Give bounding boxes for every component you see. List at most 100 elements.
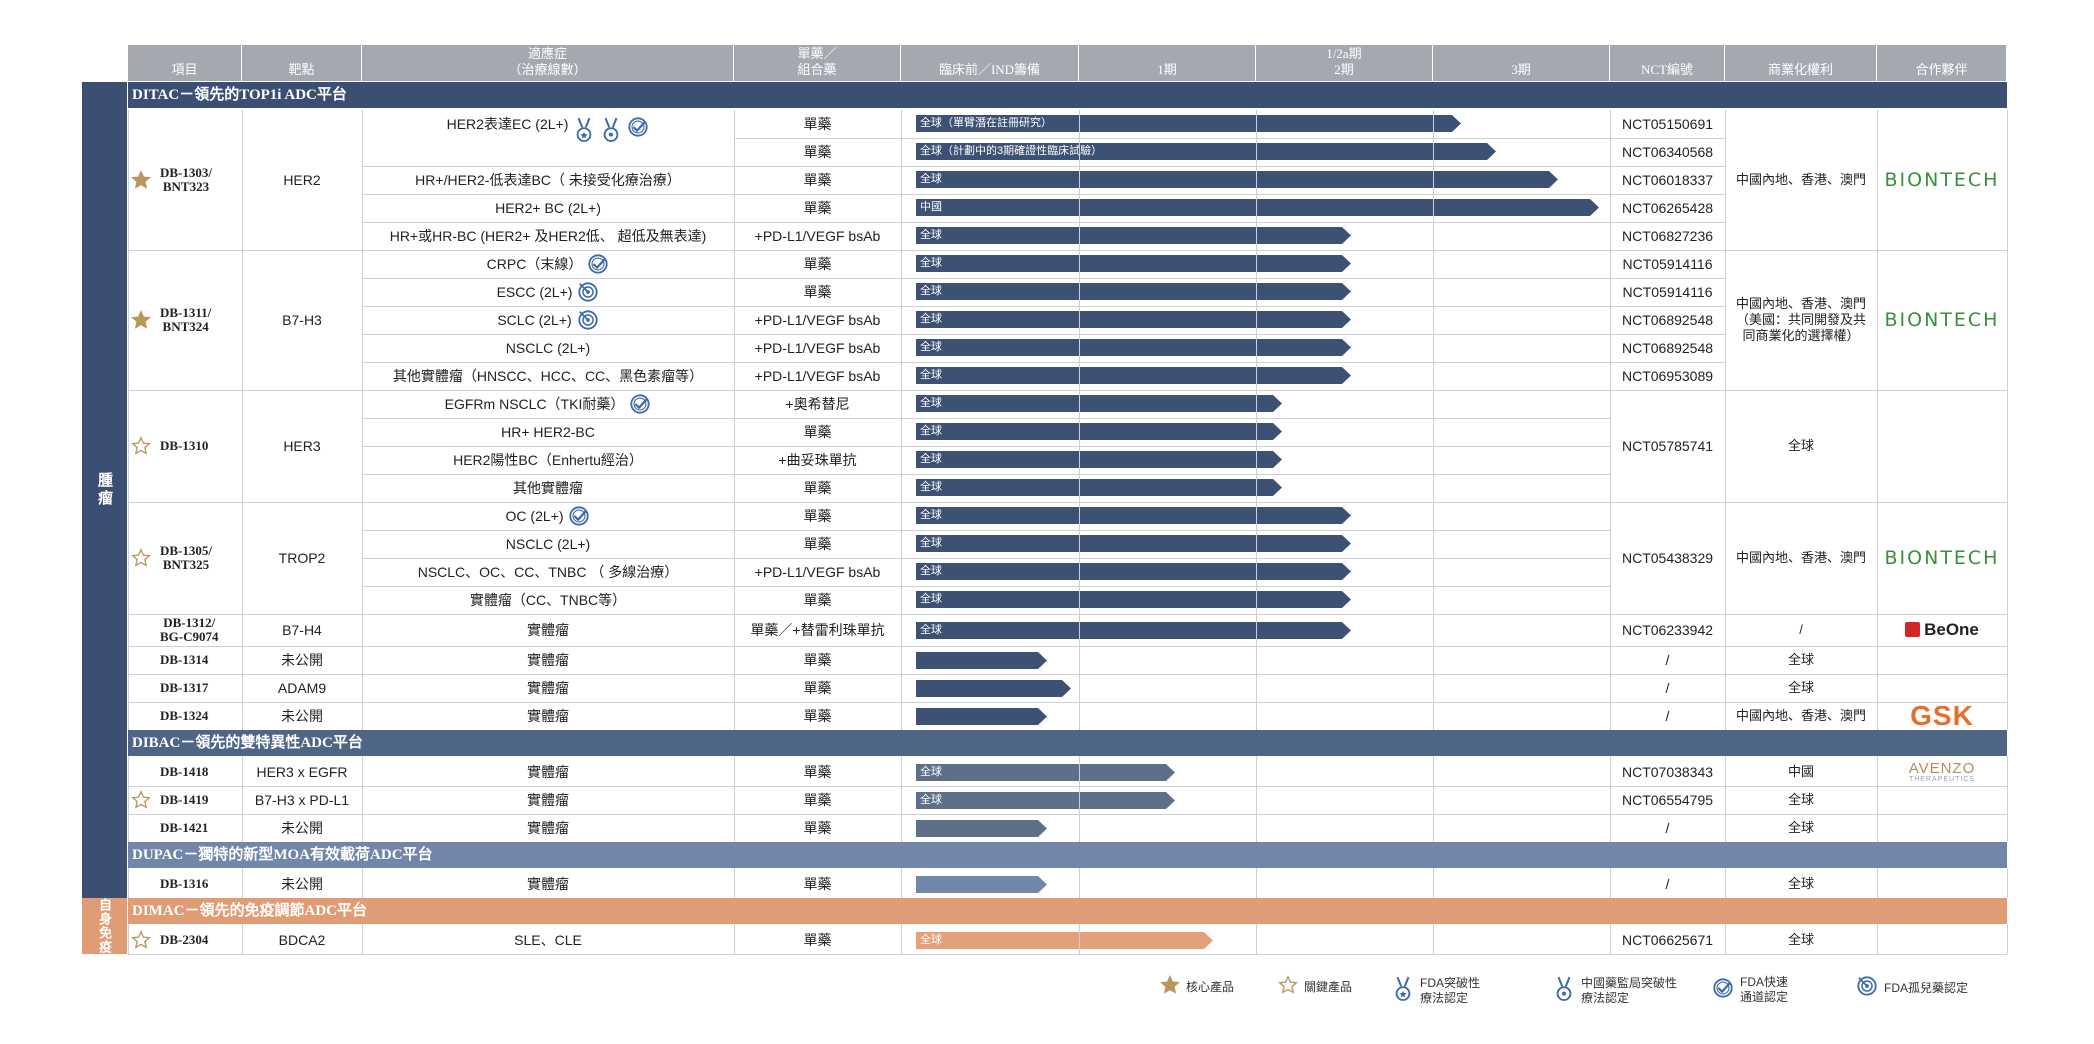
header-rights: 商業化權利 bbox=[1725, 45, 1877, 81]
grid-line bbox=[1610, 868, 1611, 898]
grid-line bbox=[362, 222, 734, 223]
grid-line bbox=[1610, 166, 1725, 167]
grid-line bbox=[128, 614, 2007, 615]
grid-line bbox=[734, 138, 1610, 139]
rights-cell: 全球 bbox=[1787, 652, 1814, 667]
nct-cell: NCT06340568 bbox=[1621, 144, 1714, 160]
beone-logo: BeOne bbox=[1877, 614, 2007, 646]
grid-line bbox=[1877, 868, 1878, 898]
nct-cell: NCT06265428 bbox=[1621, 200, 1714, 216]
grid-line bbox=[2007, 756, 2008, 842]
legend-label: 關鍵產品 bbox=[1304, 979, 1353, 994]
grid-line bbox=[1256, 868, 1257, 898]
mode-cell: 單藥 bbox=[803, 480, 832, 496]
product-name: DB-1316 bbox=[160, 876, 209, 891]
target-cell: ADAM9 bbox=[277, 680, 327, 696]
grid-line bbox=[362, 418, 734, 419]
indication-cell: 實體瘤 bbox=[527, 764, 569, 780]
indication-text: HER2+ BC (2L+) bbox=[495, 200, 601, 216]
trial-progress-bar: 全球 bbox=[916, 591, 1351, 608]
indication-text: 實體瘤（CC、TNBC等） bbox=[469, 592, 627, 608]
grid-line bbox=[1433, 756, 1434, 842]
nmpa-breakthrough-icon bbox=[1553, 975, 1575, 1007]
key-product-star-icon bbox=[128, 926, 154, 954]
grid-line bbox=[1725, 924, 1726, 954]
fda-orphan-icon bbox=[1856, 975, 1878, 1001]
grid-line bbox=[1433, 110, 1434, 730]
legend-item: FDA孤兒藥認定 bbox=[1856, 975, 1968, 1001]
indication-text: ESCC (2L+) bbox=[496, 284, 573, 300]
trial-progress-bar: 全球 bbox=[916, 535, 1351, 552]
grid-line bbox=[128, 786, 2007, 787]
grid-line bbox=[362, 446, 734, 447]
header-rule bbox=[128, 81, 2007, 82]
trial-progress-bar: 全球 bbox=[916, 479, 1282, 496]
grid-line bbox=[2007, 110, 2008, 730]
grid-line bbox=[1610, 306, 1725, 307]
rights-cell: 全球 bbox=[1787, 876, 1814, 891]
mode-cell: +奧希替尼 bbox=[785, 396, 850, 412]
grid-line bbox=[734, 222, 1610, 223]
target-cell: 未公開 bbox=[281, 708, 323, 724]
indication-text: HR+ HER2-BC bbox=[501, 424, 595, 440]
mode-cell: 單藥 bbox=[803, 424, 832, 440]
grid-line bbox=[2007, 924, 2008, 954]
rights-cell: 全球 bbox=[1787, 438, 1814, 453]
legend-label: FDA快速 通道認定 bbox=[1740, 975, 1789, 1004]
trial-progress-bar: 全球 bbox=[916, 423, 1282, 440]
mode-cell: 單藥 bbox=[803, 284, 832, 300]
mode-cell: +PD-L1/VEGF bsAb bbox=[754, 340, 881, 356]
indication-cell: CRPC（末線） bbox=[362, 250, 734, 278]
mode-cell: 單藥 bbox=[803, 876, 832, 892]
grid-line bbox=[128, 756, 129, 842]
indication-text: HER2表達EC (2L+) bbox=[446, 116, 569, 132]
star-filled-icon bbox=[1160, 975, 1180, 999]
trial-progress-bar: 中國 bbox=[916, 199, 1599, 216]
nct-cell: NCT05150691 bbox=[1621, 116, 1714, 132]
indication-cell: 實體瘤 bbox=[527, 820, 569, 836]
product-name: DB-1310 bbox=[160, 438, 209, 453]
grid-line bbox=[1610, 138, 1725, 139]
product-name: DB-1305/ BNT325 bbox=[160, 543, 212, 572]
biontech-logo: BIONTECH bbox=[1877, 110, 2007, 250]
indication-text: SCLC (2L+) bbox=[497, 312, 572, 328]
trial-progress-bar: 全球 bbox=[916, 792, 1175, 809]
indication-text: HR+或HR-BC (HER2+ 及HER2低、 超低及無表達) bbox=[389, 228, 707, 244]
fda-fast-track-icon bbox=[587, 253, 609, 275]
grid-line bbox=[362, 586, 734, 587]
avenzo-logo: AVENZO THERAPEUTICS bbox=[1877, 758, 2007, 786]
beone-mark-icon bbox=[1905, 622, 1921, 637]
grid-line bbox=[1079, 868, 1080, 898]
nct-cell: NCT06892548 bbox=[1621, 312, 1714, 328]
trial-progress-bar: 全球 bbox=[916, 367, 1351, 384]
target-cell: HER2 bbox=[283, 172, 321, 188]
mode-cell: +PD-L1/VEGF bsAb bbox=[754, 312, 881, 328]
mode-cell: 單藥 bbox=[803, 508, 832, 524]
rights-cell: 中國內地、香港、澳門 bbox=[1735, 550, 1866, 565]
grid-line bbox=[362, 278, 734, 279]
grid-line bbox=[1610, 334, 1725, 335]
rights-cell: 全球 bbox=[1787, 820, 1814, 835]
mode-cell: 單藥 bbox=[803, 592, 832, 608]
product-name: DB-1418 bbox=[160, 764, 209, 779]
core-product-star-icon bbox=[128, 250, 154, 390]
grid-line bbox=[1079, 924, 1080, 954]
star-outline-icon bbox=[1278, 975, 1298, 999]
legend-item: 關鍵產品 bbox=[1278, 975, 1352, 999]
nct-cell: NCT06827236 bbox=[1621, 228, 1714, 244]
product-name: DB-1419 bbox=[160, 792, 209, 807]
header-nct: NCT編號 bbox=[1610, 45, 1725, 81]
legend-label: 中國藥監局突破性 療法認定 bbox=[1581, 976, 1678, 1005]
target-cell: 未公開 bbox=[281, 652, 323, 668]
indication-text: NSCLC (2L+) bbox=[505, 340, 591, 356]
beone-wrap: BeOne bbox=[1905, 621, 1979, 638]
avenzo-subtitle: THERAPEUTICS bbox=[1908, 775, 1976, 783]
grid-line bbox=[362, 924, 363, 954]
mode-cell: 單藥／+替雷利珠單抗 bbox=[750, 622, 885, 638]
grid-line bbox=[734, 530, 1610, 531]
grid-line bbox=[1433, 924, 1434, 954]
indication-cell bbox=[362, 138, 734, 166]
nct-cell: NCT05914116 bbox=[1622, 256, 1713, 272]
grid-line bbox=[362, 530, 734, 531]
mode-cell: +PD-L1/VEGF bsAb bbox=[754, 564, 881, 580]
